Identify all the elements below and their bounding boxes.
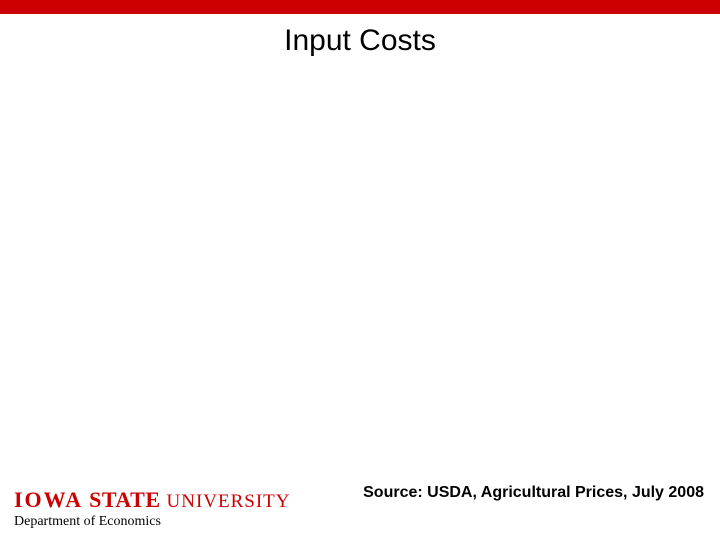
- university-logo: IOWA STATE UNIVERSITY: [14, 489, 291, 512]
- logo-iowa: IOWA: [14, 487, 83, 512]
- top-accent-bar: [0, 0, 720, 14]
- logo-state: STATE: [89, 487, 160, 512]
- title-area: Input Costs: [0, 14, 720, 58]
- source-citation: Source: USDA, Agricultural Prices, July …: [363, 484, 704, 502]
- logo-university: UNIVERSITY: [167, 491, 291, 512]
- slide-title: Input Costs: [284, 24, 436, 57]
- department-label: Department of Economics: [14, 514, 161, 530]
